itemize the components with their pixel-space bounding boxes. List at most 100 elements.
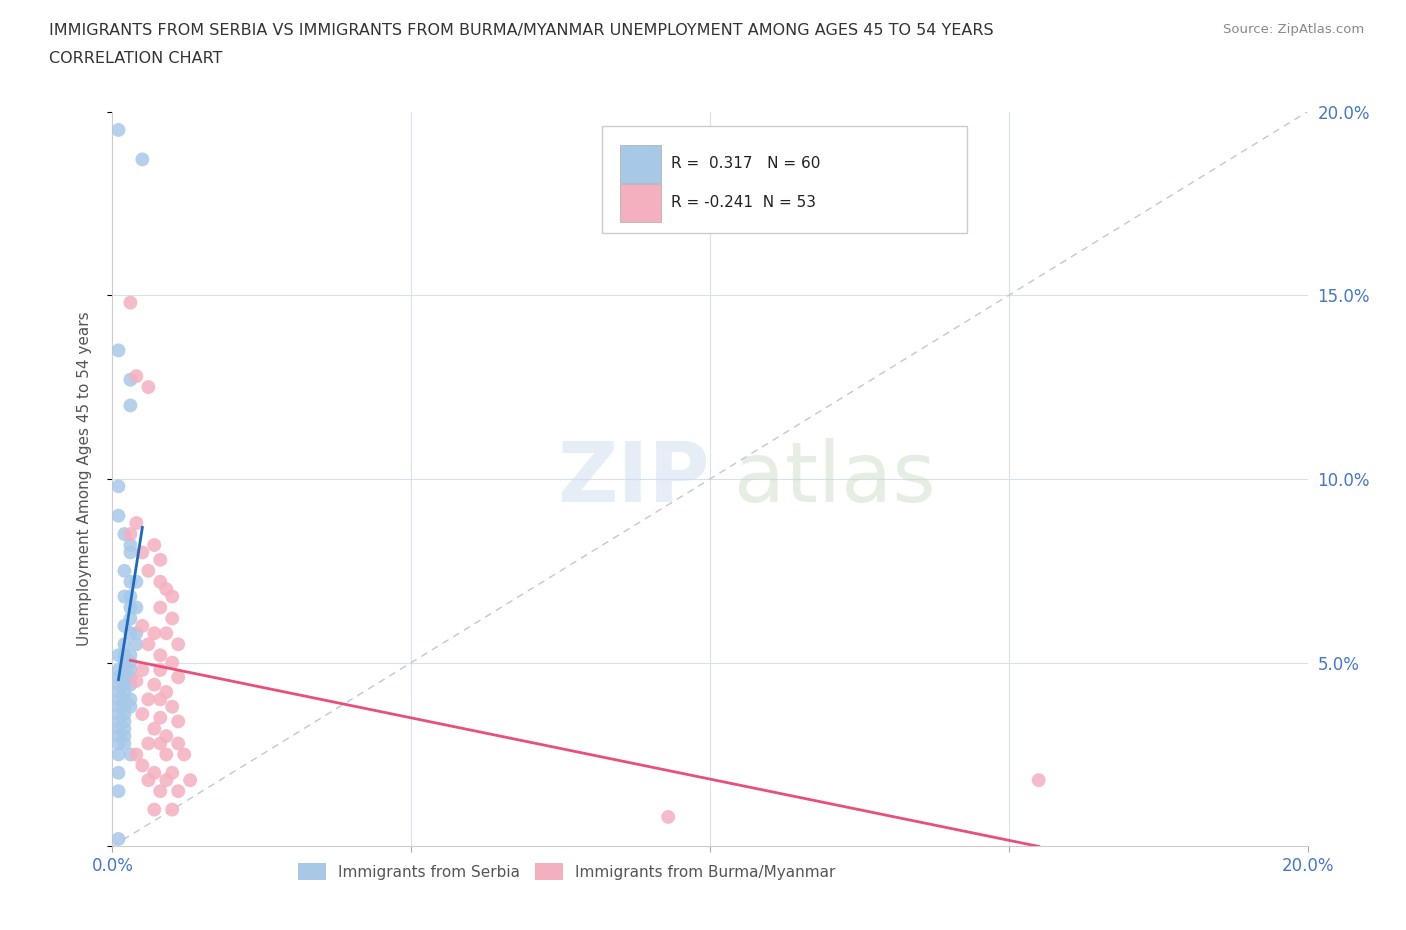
Point [120, 372, 142, 387]
Point [125, 626, 148, 641]
Point [143, 626, 166, 641]
Point [143, 802, 166, 817]
Point [114, 648, 135, 663]
Point [107, 736, 129, 751]
Point [125, 368, 148, 383]
Point [162, 802, 183, 817]
Point [125, 673, 148, 688]
Point [114, 670, 135, 684]
Point [167, 670, 190, 684]
Text: IMMIGRANTS FROM SERBIA VS IMMIGRANTS FROM BURMA/MYANMAR UNEMPLOYMENT AMONG AGES : IMMIGRANTS FROM SERBIA VS IMMIGRANTS FRO… [49, 23, 994, 38]
Point [114, 637, 135, 652]
Point [120, 677, 142, 692]
Point [120, 699, 142, 714]
Point [120, 575, 142, 590]
Text: CORRELATION CHART: CORRELATION CHART [49, 51, 222, 66]
Point [114, 699, 135, 714]
Point [149, 784, 172, 799]
Point [107, 648, 129, 663]
Point [162, 589, 183, 604]
Point [120, 626, 142, 641]
Point [125, 747, 148, 762]
Text: ZIP: ZIP [558, 438, 710, 520]
Point [167, 637, 190, 652]
Point [131, 758, 153, 773]
Point [120, 589, 142, 604]
Point [120, 655, 142, 670]
Point [143, 677, 166, 692]
Point [107, 343, 129, 358]
Point [131, 618, 153, 633]
Point [120, 692, 142, 707]
Point [155, 582, 177, 597]
Point [131, 152, 153, 166]
Point [114, 662, 135, 677]
Point [107, 123, 129, 138]
Point [107, 714, 129, 729]
Point [138, 773, 160, 788]
Point [149, 692, 172, 707]
Point [131, 707, 153, 722]
Point [155, 684, 177, 699]
Point [138, 692, 160, 707]
Point [173, 747, 195, 762]
Point [125, 575, 148, 590]
Point [107, 662, 129, 677]
Point [120, 611, 142, 626]
Point [107, 707, 129, 722]
Point [107, 765, 129, 780]
Point [114, 714, 135, 729]
Point [114, 655, 135, 670]
Point [120, 526, 142, 541]
Point [657, 809, 679, 824]
Point [107, 677, 129, 692]
FancyBboxPatch shape [620, 145, 661, 183]
Point [131, 545, 153, 560]
Point [114, 729, 135, 744]
Point [120, 662, 142, 677]
Point [143, 538, 166, 552]
Point [149, 711, 172, 725]
Point [125, 515, 148, 530]
Point [155, 773, 177, 788]
Point [107, 479, 129, 494]
FancyBboxPatch shape [620, 183, 661, 222]
Point [138, 637, 160, 652]
Point [167, 736, 190, 751]
Point [114, 684, 135, 699]
Point [149, 600, 172, 615]
Point [138, 564, 160, 578]
Point [107, 747, 129, 762]
Point [162, 611, 183, 626]
Point [107, 784, 129, 799]
Text: R =  0.317   N = 60: R = 0.317 N = 60 [671, 156, 820, 171]
Point [149, 662, 172, 677]
Text: R = -0.241  N = 53: R = -0.241 N = 53 [671, 195, 815, 210]
Point [155, 729, 177, 744]
Point [107, 670, 129, 684]
Point [120, 747, 142, 762]
Text: Source: ZipAtlas.com: Source: ZipAtlas.com [1223, 23, 1364, 36]
Point [114, 677, 135, 692]
Point [107, 729, 129, 744]
Legend: Immigrants from Serbia, Immigrants from Burma/Myanmar: Immigrants from Serbia, Immigrants from … [292, 857, 841, 886]
Point [120, 670, 142, 684]
Point [120, 398, 142, 413]
Point [107, 722, 129, 737]
Point [107, 831, 129, 846]
Point [125, 637, 148, 652]
Y-axis label: Unemployment Among Ages 45 to 54 years: Unemployment Among Ages 45 to 54 years [77, 312, 91, 646]
Point [149, 736, 172, 751]
Point [107, 699, 129, 714]
Point [138, 379, 160, 394]
Text: atlas: atlas [734, 438, 935, 520]
Point [114, 589, 135, 604]
Point [114, 618, 135, 633]
Point [155, 747, 177, 762]
Point [167, 784, 190, 799]
Point [162, 655, 183, 670]
Point [120, 648, 142, 663]
Point [114, 526, 135, 541]
Point [114, 564, 135, 578]
Point [114, 736, 135, 751]
